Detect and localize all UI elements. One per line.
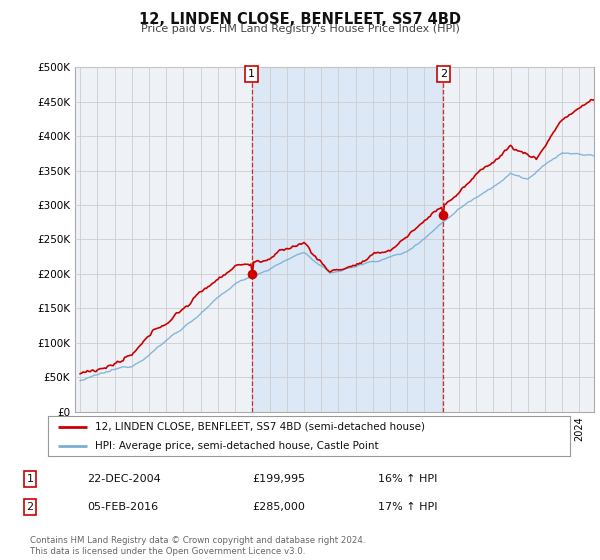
Text: HPI: Average price, semi-detached house, Castle Point: HPI: Average price, semi-detached house,… — [95, 441, 379, 450]
Text: 05-FEB-2016: 05-FEB-2016 — [87, 502, 158, 512]
Text: 12, LINDEN CLOSE, BENFLEET, SS7 4BD (semi-detached house): 12, LINDEN CLOSE, BENFLEET, SS7 4BD (sem… — [95, 422, 425, 432]
Text: 17% ↑ HPI: 17% ↑ HPI — [378, 502, 437, 512]
Text: 16% ↑ HPI: 16% ↑ HPI — [378, 474, 437, 484]
Text: Contains HM Land Registry data © Crown copyright and database right 2024.
This d: Contains HM Land Registry data © Crown c… — [30, 536, 365, 556]
Text: 2: 2 — [26, 502, 34, 512]
Text: £285,000: £285,000 — [252, 502, 305, 512]
Text: 1: 1 — [248, 69, 255, 79]
Bar — [252, 67, 443, 412]
Text: 22-DEC-2004: 22-DEC-2004 — [87, 474, 161, 484]
Text: 2: 2 — [440, 69, 447, 79]
Text: 1: 1 — [26, 474, 34, 484]
Text: Price paid vs. HM Land Registry's House Price Index (HPI): Price paid vs. HM Land Registry's House … — [140, 24, 460, 34]
Text: £199,995: £199,995 — [252, 474, 305, 484]
Text: 12, LINDEN CLOSE, BENFLEET, SS7 4BD: 12, LINDEN CLOSE, BENFLEET, SS7 4BD — [139, 12, 461, 27]
